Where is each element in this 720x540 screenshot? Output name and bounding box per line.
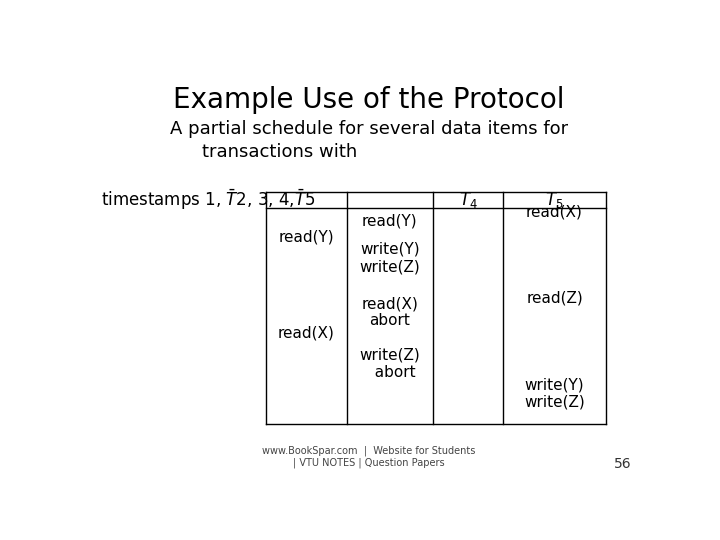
Text: read(Y): read(Y): [362, 213, 418, 228]
Text: read(Y): read(Y): [279, 230, 334, 245]
Text: $T_4$: $T_4$: [459, 190, 477, 210]
Text: read(X): read(X): [278, 326, 335, 341]
Text: Example Use of the Protocol: Example Use of the Protocol: [174, 86, 564, 114]
Text: transactions with: transactions with: [202, 143, 357, 161]
Text: write(Y)
write(Z): write(Y) write(Z): [359, 242, 420, 274]
Text: 56: 56: [613, 457, 631, 471]
Text: read(X)
abort: read(X) abort: [361, 296, 418, 328]
Text: write(Z)
  abort: write(Z) abort: [359, 348, 420, 380]
Text: read(X): read(X): [526, 205, 583, 220]
Text: $T_5$: $T_5$: [545, 190, 564, 210]
Text: timestamps 1, $\bar{T}$2, 3, 4,$\bar{T}$5: timestamps 1, $\bar{T}$2, 3, 4,$\bar{T}$…: [101, 188, 315, 212]
Text: write(Y)
write(Z): write(Y) write(Z): [524, 377, 585, 409]
Text: read(Z): read(Z): [526, 290, 583, 305]
Text: A partial schedule for several data items for: A partial schedule for several data item…: [170, 120, 568, 138]
Text: www.BookSpar.com  |  Website for Students
| VTU NOTES | Question Papers: www.BookSpar.com | Website for Students …: [262, 446, 476, 468]
